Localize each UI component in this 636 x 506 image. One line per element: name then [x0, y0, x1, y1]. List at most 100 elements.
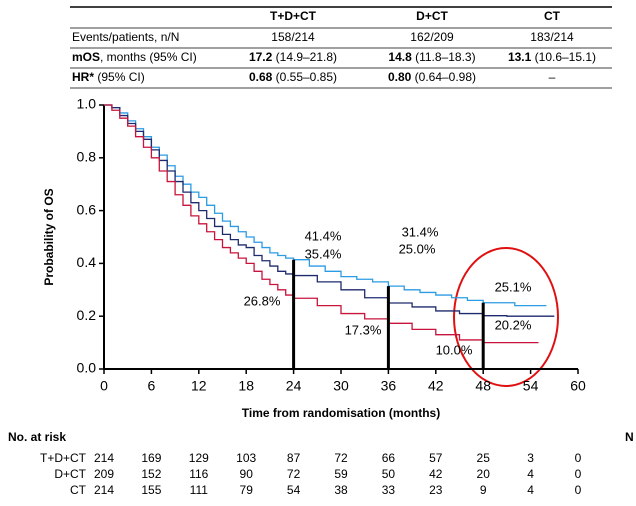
risk-count: 3	[527, 451, 534, 465]
risk-count: 79	[240, 483, 254, 497]
x-tick-label: 48	[475, 378, 491, 394]
survival-curve	[104, 104, 547, 307]
text-part: (11.8–18.3)	[412, 50, 476, 64]
bold-part: 0.68	[249, 70, 273, 84]
risk-count: 0	[575, 483, 582, 497]
risk-count: 0	[575, 451, 582, 465]
survival-curve	[104, 104, 555, 317]
risk-count: 23	[429, 483, 443, 497]
table-cell: –	[549, 70, 556, 84]
table-cell: 162/209	[410, 30, 454, 44]
risk-row-name: CT	[70, 483, 87, 497]
risk-count: 72	[287, 467, 301, 481]
text-part: , months (95% CI)	[100, 50, 197, 64]
y-tick-label: 0.4	[77, 254, 97, 270]
x-tick-label: 12	[191, 378, 207, 394]
x-tick-label: 18	[238, 378, 254, 394]
risk-count: 50	[382, 467, 396, 481]
risk-count: 57	[429, 451, 443, 465]
risk-count: 4	[527, 483, 534, 497]
column-header: D+CT	[416, 9, 448, 23]
table-cell: 14.8 (11.8–18.3)	[388, 50, 475, 64]
table-cell: 0.80 (0.64–0.98)	[388, 70, 476, 84]
risk-count: 9	[480, 483, 487, 497]
table-cell: 0.68 (0.55–0.85)	[249, 70, 337, 84]
landmark-label: 20.2%	[495, 317, 532, 332]
y-axis-title: Probability of OS	[42, 188, 56, 285]
text-part: (0.64–0.98)	[411, 70, 476, 84]
risk-count: 54	[287, 483, 301, 497]
landmark-label: 17.3%	[345, 322, 382, 337]
bold-part: 0.80	[388, 70, 412, 84]
table-cell: 13.1 (10.6–15.1)	[508, 50, 596, 64]
x-tick-label: 42	[428, 378, 444, 394]
survival-curve	[104, 104, 539, 344]
landmark-label: 26.8%	[244, 293, 281, 308]
landmark-label: 10.0%	[436, 342, 473, 357]
landmark-label: 25.1%	[495, 279, 532, 294]
text-part: (10.6–15.1)	[531, 50, 596, 64]
risk-count: 0	[575, 467, 582, 481]
bold-part: 17.2	[249, 50, 273, 64]
risk-title: No. at risk	[8, 430, 66, 444]
risk-count: 214	[94, 483, 114, 497]
risk-count: 214	[94, 451, 114, 465]
risk-count: 90	[240, 467, 254, 481]
risk-count: 209	[94, 467, 114, 481]
risk-count: 169	[141, 451, 161, 465]
risk-count: 66	[382, 451, 396, 465]
landmark-label: 25.0%	[399, 241, 436, 256]
bold-part: 13.1	[508, 50, 532, 64]
x-tick-label: 30	[333, 378, 349, 394]
x-axis-title: Time from randomisation (months)	[242, 406, 440, 420]
risk-count: 42	[429, 467, 443, 481]
risk-count: 38	[334, 483, 348, 497]
table-cell: 183/214	[530, 30, 574, 44]
risk-count: 20	[477, 467, 491, 481]
risk-count: 116	[189, 467, 208, 481]
risk-count: 103	[236, 451, 256, 465]
column-header: T+D+CT	[270, 9, 317, 23]
risk-count: 4	[527, 467, 534, 481]
x-tick-label: 6	[148, 378, 156, 394]
x-tick-label: 60	[570, 378, 586, 394]
x-tick-label: 54	[523, 378, 539, 394]
y-tick-label: 0.2	[77, 307, 97, 323]
risk-count: 129	[189, 451, 209, 465]
landmark-label: 35.4%	[305, 246, 342, 261]
x-tick-label: 36	[381, 378, 397, 394]
table-cell: HR* (95% CI)	[72, 70, 145, 84]
landmark-label: 31.4%	[402, 224, 439, 239]
risk-count: 72	[334, 451, 348, 465]
text-part: (14.9–21.8)	[272, 50, 337, 64]
bold-part: mOS	[72, 50, 100, 64]
risk-row-name: T+D+CT	[40, 451, 87, 465]
risk-count: 87	[287, 451, 301, 465]
edge-fragment: N	[625, 430, 634, 444]
risk-count: 155	[141, 483, 161, 497]
column-header: CT	[544, 9, 561, 23]
risk-count: 152	[141, 467, 161, 481]
y-tick-label: 0.8	[77, 149, 97, 165]
text-part: (0.55–0.85)	[272, 70, 337, 84]
table-cell: 17.2 (14.9–21.8)	[249, 50, 337, 64]
landmark-label: 41.4%	[305, 228, 342, 243]
risk-count: 33	[382, 483, 396, 497]
risk-count: 111	[190, 483, 209, 497]
table-cell: Events/patients, n/N	[72, 30, 179, 44]
y-tick-label: 0.0	[77, 360, 97, 376]
risk-count: 25	[477, 451, 491, 465]
text-part: (95% CI)	[94, 70, 145, 84]
bold-part: 14.8	[388, 50, 412, 64]
table-cell: 158/214	[271, 30, 315, 44]
y-tick-label: 1.0	[77, 96, 97, 112]
x-tick-label: 0	[100, 378, 108, 394]
y-tick-label: 0.6	[77, 201, 97, 217]
highlight-circle	[453, 247, 559, 387]
x-tick-label: 24	[286, 378, 302, 394]
table-cell: mOS, months (95% CI)	[72, 50, 197, 64]
risk-row-name: D+CT	[54, 467, 86, 481]
bold-part: HR*	[72, 70, 94, 84]
